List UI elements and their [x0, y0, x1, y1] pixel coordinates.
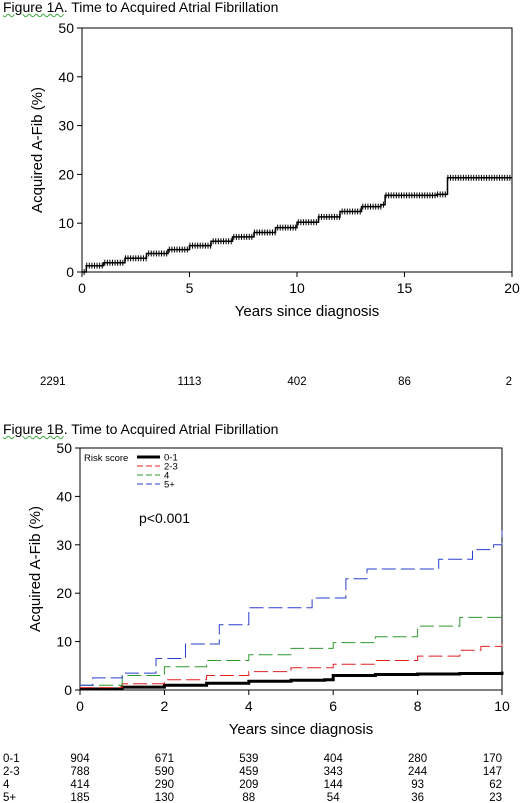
fig1a-y-tick-label: 20 — [58, 166, 74, 182]
fig1b-at-risk-count: 36 — [411, 792, 424, 803]
fig1b-x-tick-label: 10 — [494, 698, 510, 714]
fig1b-at-risk-count: 93 — [411, 779, 424, 791]
fig1a-x-tick-label: 0 — [78, 280, 86, 296]
fig1b-at-risk-count: 130 — [155, 792, 174, 803]
fig1b-x-tick-label: 6 — [329, 698, 337, 714]
fig1b-at-risk-count: 244 — [408, 766, 428, 778]
fig1b-series-line-5+ — [80, 530, 503, 686]
fig1a-x-tick-label: 5 — [186, 280, 194, 296]
fig1b-at-risk-row-label: 0-1 — [3, 753, 20, 765]
fig1a-x-tick-label: 10 — [289, 280, 305, 296]
fig1a-y-tick-label: 0 — [66, 264, 74, 280]
fig1a-at-risk-count: 1113 — [178, 376, 202, 388]
fig1a-y-axis-label: Acquired A-Fib (%) — [29, 87, 46, 213]
fig1b-at-risk-count: 54 — [327, 792, 340, 803]
fig1b-at-risk-count: 671 — [155, 753, 174, 765]
fig1b-at-risk-count: 280 — [408, 753, 427, 765]
fig1b-x-tick-label: 2 — [161, 698, 169, 714]
fig1b-series-line-2-3 — [80, 643, 503, 689]
fig1b-legend-label-4: 4 — [164, 471, 169, 482]
fig1b-at-risk-row-label: 5+ — [3, 792, 16, 803]
fig1b-at-risk-count: 343 — [324, 766, 343, 778]
figure-1a-title-rest: . Time to Acquired Atrial Fibrillation — [63, 0, 279, 15]
fig1b-at-risk-count: 459 — [239, 766, 258, 778]
figure-1b-title-prefix: Figure 1B — [3, 421, 64, 437]
fig1b-y-tick-label: 50 — [56, 440, 72, 456]
fig1b-at-risk-count: 414 — [70, 779, 90, 791]
fig1b-y-tick-label: 0 — [64, 682, 72, 698]
figure-1b-title-rest: . Time to Acquired Atrial Fibrillation — [63, 421, 279, 437]
fig1a-y-tick-label: 30 — [58, 118, 74, 134]
fig1b-at-risk-count: 539 — [239, 753, 258, 765]
fig1a-at-risk-count: 402 — [287, 376, 306, 388]
fig1b-legend-label-0-1: 0-1 — [164, 453, 178, 464]
fig1b-at-risk-row-label: 4 — [3, 779, 10, 791]
fig1b-y-tick-label: 20 — [56, 585, 72, 601]
fig1b-at-risk-count: 88 — [242, 792, 255, 803]
fig1b-at-risk-count: 590 — [155, 766, 174, 778]
fig1a-x-tick-label: 15 — [397, 280, 413, 296]
fig1b-at-risk-count: 147 — [483, 766, 502, 778]
fig1b-at-risk-count: 144 — [324, 779, 344, 791]
fig1b-at-risk-count: 788 — [70, 766, 89, 778]
fig1b-plot-frame — [79, 447, 503, 691]
fig1a-at-risk-count: 86 — [398, 376, 411, 388]
fig1b-x-tick-label: 8 — [414, 698, 422, 714]
fig1b-y-tick-label: 10 — [56, 634, 72, 650]
fig1b-y-tick-label: 30 — [56, 537, 72, 553]
fig1b-at-risk-count: 170 — [483, 753, 502, 765]
fig1b-legend-title: Risk score — [84, 453, 128, 464]
figure-1b-title: Figure 1B. Time to Acquired Atrial Fibri… — [3, 421, 278, 437]
fig1a-at-risk-count: 2 — [506, 376, 512, 388]
fig1a-y-tick-label: 40 — [58, 69, 74, 85]
fig1b-y-tick-label: 40 — [56, 488, 72, 504]
fig1b-series-line-4 — [80, 612, 503, 686]
fig1a-x-axis-label: Years since diagnosis — [235, 303, 380, 320]
fig1b-legend-label-5+: 5+ — [164, 480, 175, 491]
fig1b-y-axis-label: Acquired A-Fib (%) — [27, 506, 44, 632]
fig1b-at-risk-count: 23 — [489, 792, 502, 803]
fig1b-at-risk-count: 290 — [155, 779, 174, 791]
fig1b-at-risk-row-label: 2-3 — [3, 766, 20, 778]
fig1b-p-value: p<0.001 — [139, 510, 190, 526]
fig1b-at-risk-count: 185 — [70, 792, 89, 803]
fig1b-x-axis-label: Years since diagnosis — [229, 721, 374, 738]
fig1b-at-risk-count: 404 — [324, 753, 344, 765]
figure-1a-title-prefix: Figure 1A — [3, 0, 64, 15]
fig1b-at-risk-count: 209 — [239, 779, 258, 791]
fig1b-series-line-0-1 — [80, 671, 504, 691]
fig1b-legend-label-2-3: 2-3 — [164, 462, 178, 473]
fig1a-y-tick-label: 50 — [58, 20, 74, 36]
fig1b-x-tick-label: 4 — [245, 698, 253, 714]
figure-1a-chart: 0 10 20 30 40 50 0 5 10 15 20 Years since diagnosis… — [29, 20, 520, 388]
fig1b-at-risk-count: 62 — [489, 779, 502, 791]
fig1a-x-tick-label: 20 — [504, 280, 520, 296]
fig1b-at-risk-count: 904 — [70, 753, 90, 765]
fig1b-x-tick-label: 0 — [76, 698, 84, 714]
fig1a-at-risk-count: 2291 — [40, 376, 66, 388]
figure-1a-title: Figure 1A. Time to Acquired Atrial Fibri… — [3, 0, 278, 15]
fig1a-y-tick-label: 10 — [58, 215, 74, 231]
